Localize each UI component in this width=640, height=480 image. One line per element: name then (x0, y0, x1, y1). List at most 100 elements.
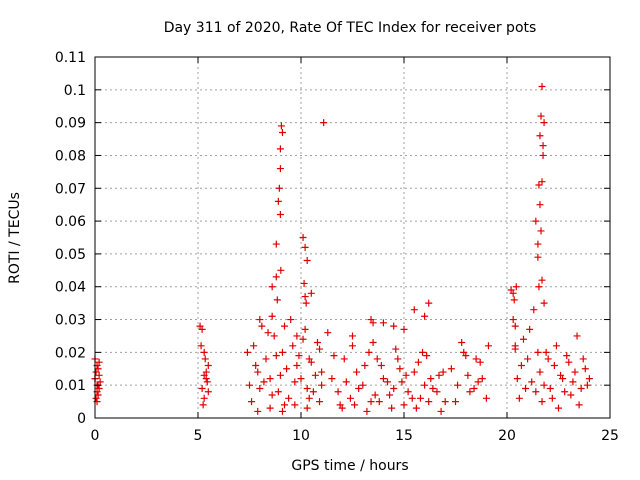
data-point (577, 384, 585, 392)
data-point (433, 388, 441, 396)
data-point (287, 316, 295, 324)
data-point (538, 398, 546, 406)
data-point (402, 371, 410, 379)
data-point (281, 401, 289, 409)
data-point (313, 339, 321, 347)
data-point (579, 355, 587, 363)
data-point (532, 217, 540, 225)
data-point (416, 394, 424, 402)
data-point (276, 211, 284, 219)
data-point (534, 348, 542, 356)
data-point (458, 339, 466, 347)
data-point (377, 361, 385, 369)
data-point (281, 322, 289, 330)
data-point (318, 381, 326, 389)
data-point (439, 368, 447, 376)
y-tick-label: 0.03 (55, 313, 86, 329)
data-point (309, 388, 317, 396)
data-point (528, 378, 536, 386)
y-tick-label: 0.1 (64, 83, 86, 99)
data-point (474, 378, 482, 386)
data-point (200, 348, 208, 356)
data-point (425, 299, 433, 307)
data-point (575, 401, 583, 409)
data-point (464, 371, 472, 379)
data-point (386, 391, 394, 399)
data-point (278, 348, 286, 356)
data-point (320, 119, 328, 127)
data-point (524, 355, 532, 363)
data-point (392, 345, 400, 353)
y-tick-label: 0.04 (55, 280, 86, 296)
data-point (94, 365, 102, 373)
data-point (351, 401, 359, 409)
data-point (243, 348, 251, 356)
data-point (561, 388, 569, 396)
data-point (585, 375, 593, 383)
data-point (555, 404, 562, 412)
data-point (252, 361, 260, 369)
data-point (367, 398, 375, 406)
data-point (390, 384, 398, 392)
data-point (198, 325, 206, 333)
data-point (583, 381, 591, 389)
data-point (311, 371, 319, 379)
data-point (303, 404, 311, 412)
y-tick-label: 0.07 (55, 181, 86, 197)
data-point (388, 404, 396, 412)
data-point (268, 283, 276, 291)
data-point (512, 283, 520, 291)
data-point (316, 398, 324, 406)
x-axis-label: GPS time / hours (291, 458, 408, 474)
data-point (517, 361, 525, 369)
y-tick-label: 0.01 (55, 378, 86, 394)
data-point (396, 365, 404, 373)
data-point (484, 342, 492, 350)
data-point (414, 358, 422, 366)
data-point (303, 256, 311, 264)
data-point (373, 355, 381, 363)
data-point (266, 375, 274, 383)
data-point (567, 391, 575, 399)
data-point (200, 394, 208, 402)
data-point (559, 375, 567, 383)
x-tick-labels: 0 5 10 15 20 25 (91, 428, 619, 444)
data-point (412, 404, 420, 412)
x-tick-label: 5 (194, 428, 203, 444)
data-point (447, 365, 455, 373)
data-point (305, 394, 313, 402)
data-point (204, 388, 212, 396)
x-tick-label: 0 (91, 428, 100, 444)
y-tick-label: 0.05 (55, 247, 86, 263)
data-point (476, 358, 484, 366)
data-point (355, 384, 363, 392)
data-point (289, 342, 297, 350)
data-point (301, 325, 309, 333)
data-point (316, 345, 324, 353)
data-point (539, 142, 547, 150)
y-tick-label: 0.11 (55, 50, 86, 66)
data-point (511, 342, 519, 350)
data-point (538, 276, 546, 284)
data-point (302, 299, 310, 307)
data-point (300, 279, 308, 287)
data-point (299, 234, 307, 241)
x-tick-label: 25 (601, 428, 619, 444)
data-point (419, 348, 427, 356)
data-point (522, 384, 530, 392)
data-point (197, 342, 205, 350)
data-points (91, 83, 593, 415)
data-point (540, 299, 548, 307)
data-point (427, 375, 435, 383)
data-point (550, 361, 558, 369)
data-point (256, 384, 264, 392)
data-point (264, 329, 272, 337)
data-point (546, 384, 554, 392)
data-point (349, 332, 356, 340)
data-point (275, 184, 283, 192)
y-tick-label: 0 (77, 411, 86, 427)
data-point (379, 375, 387, 383)
data-point (425, 398, 433, 406)
data-point (266, 404, 274, 412)
